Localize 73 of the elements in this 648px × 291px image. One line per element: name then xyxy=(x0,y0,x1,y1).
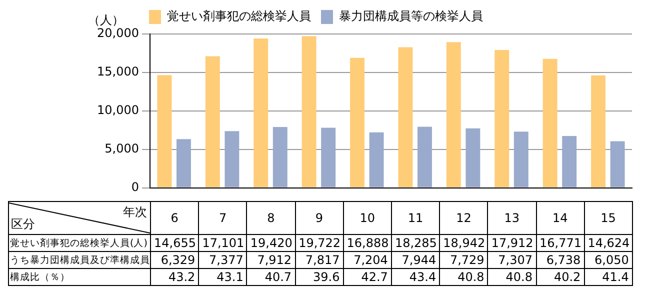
text: 年次 xyxy=(123,204,147,221)
data-label: 7,307 xyxy=(488,252,536,268)
text: 42.7 xyxy=(343,268,392,286)
bar xyxy=(398,47,413,188)
x-tick-label: 10 xyxy=(343,202,392,234)
bar xyxy=(205,56,220,188)
text: 39.6 xyxy=(295,268,344,286)
data-label: 19,420 xyxy=(246,234,296,252)
y-tick-label: 15,000 xyxy=(97,64,139,79)
bar xyxy=(466,128,480,188)
x-tick-label: 8 xyxy=(246,202,296,234)
data-label: 17,912 xyxy=(488,234,536,252)
bar xyxy=(302,36,316,188)
data-label: 7,944 xyxy=(391,252,440,268)
text: 覚せい剤事犯の総検挙人員(人) xyxy=(8,234,150,252)
bar xyxy=(254,38,268,188)
bar xyxy=(272,126,288,188)
data-label: 6,050 xyxy=(584,252,632,268)
bar xyxy=(494,50,510,188)
data-label: 7,912 xyxy=(246,252,296,268)
x-tick-label: 15 xyxy=(584,202,632,234)
text: 43.2 xyxy=(150,268,199,286)
bar xyxy=(610,141,625,188)
bar xyxy=(591,75,606,188)
text: 40.2 xyxy=(536,268,584,286)
text: 40.8 xyxy=(488,268,536,286)
bar xyxy=(176,139,191,188)
text: 41.4 xyxy=(584,268,632,286)
text: 40.8 xyxy=(440,268,488,286)
text: 43.4 xyxy=(391,268,440,286)
data-label: 14,655 xyxy=(150,234,199,252)
bar xyxy=(446,42,461,188)
data-label: 6,329 xyxy=(150,252,199,268)
y-tick-label: 10,000 xyxy=(97,103,139,118)
data-label: 17,101 xyxy=(198,234,247,252)
data-label: 18,285 xyxy=(391,234,440,252)
text: 区分 xyxy=(11,216,35,233)
bar xyxy=(542,58,558,188)
data-label: 6,738 xyxy=(536,252,584,268)
bar xyxy=(350,58,364,188)
x-tick-label: 7 xyxy=(198,202,247,234)
bar xyxy=(321,128,336,188)
text: 40.7 xyxy=(246,268,296,286)
x-tick-label: 6 xyxy=(150,202,199,234)
bar xyxy=(514,132,528,188)
data-label: 7,729 xyxy=(440,252,488,268)
text: うち暴力団構成員及び準構成員 xyxy=(8,252,150,268)
legend-label: 覚せい剤事犯の総検挙人員 xyxy=(167,9,311,24)
data-label: 14,624 xyxy=(584,234,632,252)
y-tick-label: 20,000 xyxy=(97,26,139,40)
data-label: 7,204 xyxy=(343,252,392,268)
x-tick-label: 13 xyxy=(488,202,536,234)
data-label: 7,817 xyxy=(295,252,344,268)
text: 43.1 xyxy=(198,268,247,286)
bar xyxy=(157,75,172,188)
data-label: 19,722 xyxy=(295,234,344,252)
x-tick-label: 9 xyxy=(295,202,344,234)
bar xyxy=(562,136,577,188)
y-tick-label: 0 xyxy=(131,180,139,194)
bar xyxy=(418,126,432,188)
data-label: 7,377 xyxy=(198,252,247,268)
y-tick-label: 5,000 xyxy=(104,141,139,156)
x-tick-label: 11 xyxy=(391,202,440,234)
text: 構成比（％） xyxy=(8,268,150,286)
x-tick-label: 14 xyxy=(536,202,584,234)
data-label: 16,888 xyxy=(343,234,392,252)
data-label: 16,771 xyxy=(536,234,584,252)
y-axis-title: （人） xyxy=(88,12,124,28)
x-tick-label: 12 xyxy=(440,202,488,234)
bar xyxy=(369,132,384,188)
legend-label: 暴力団構成員等の検挙人員 xyxy=(339,9,483,24)
bar xyxy=(224,131,240,188)
data-label: 18,942 xyxy=(440,234,488,252)
